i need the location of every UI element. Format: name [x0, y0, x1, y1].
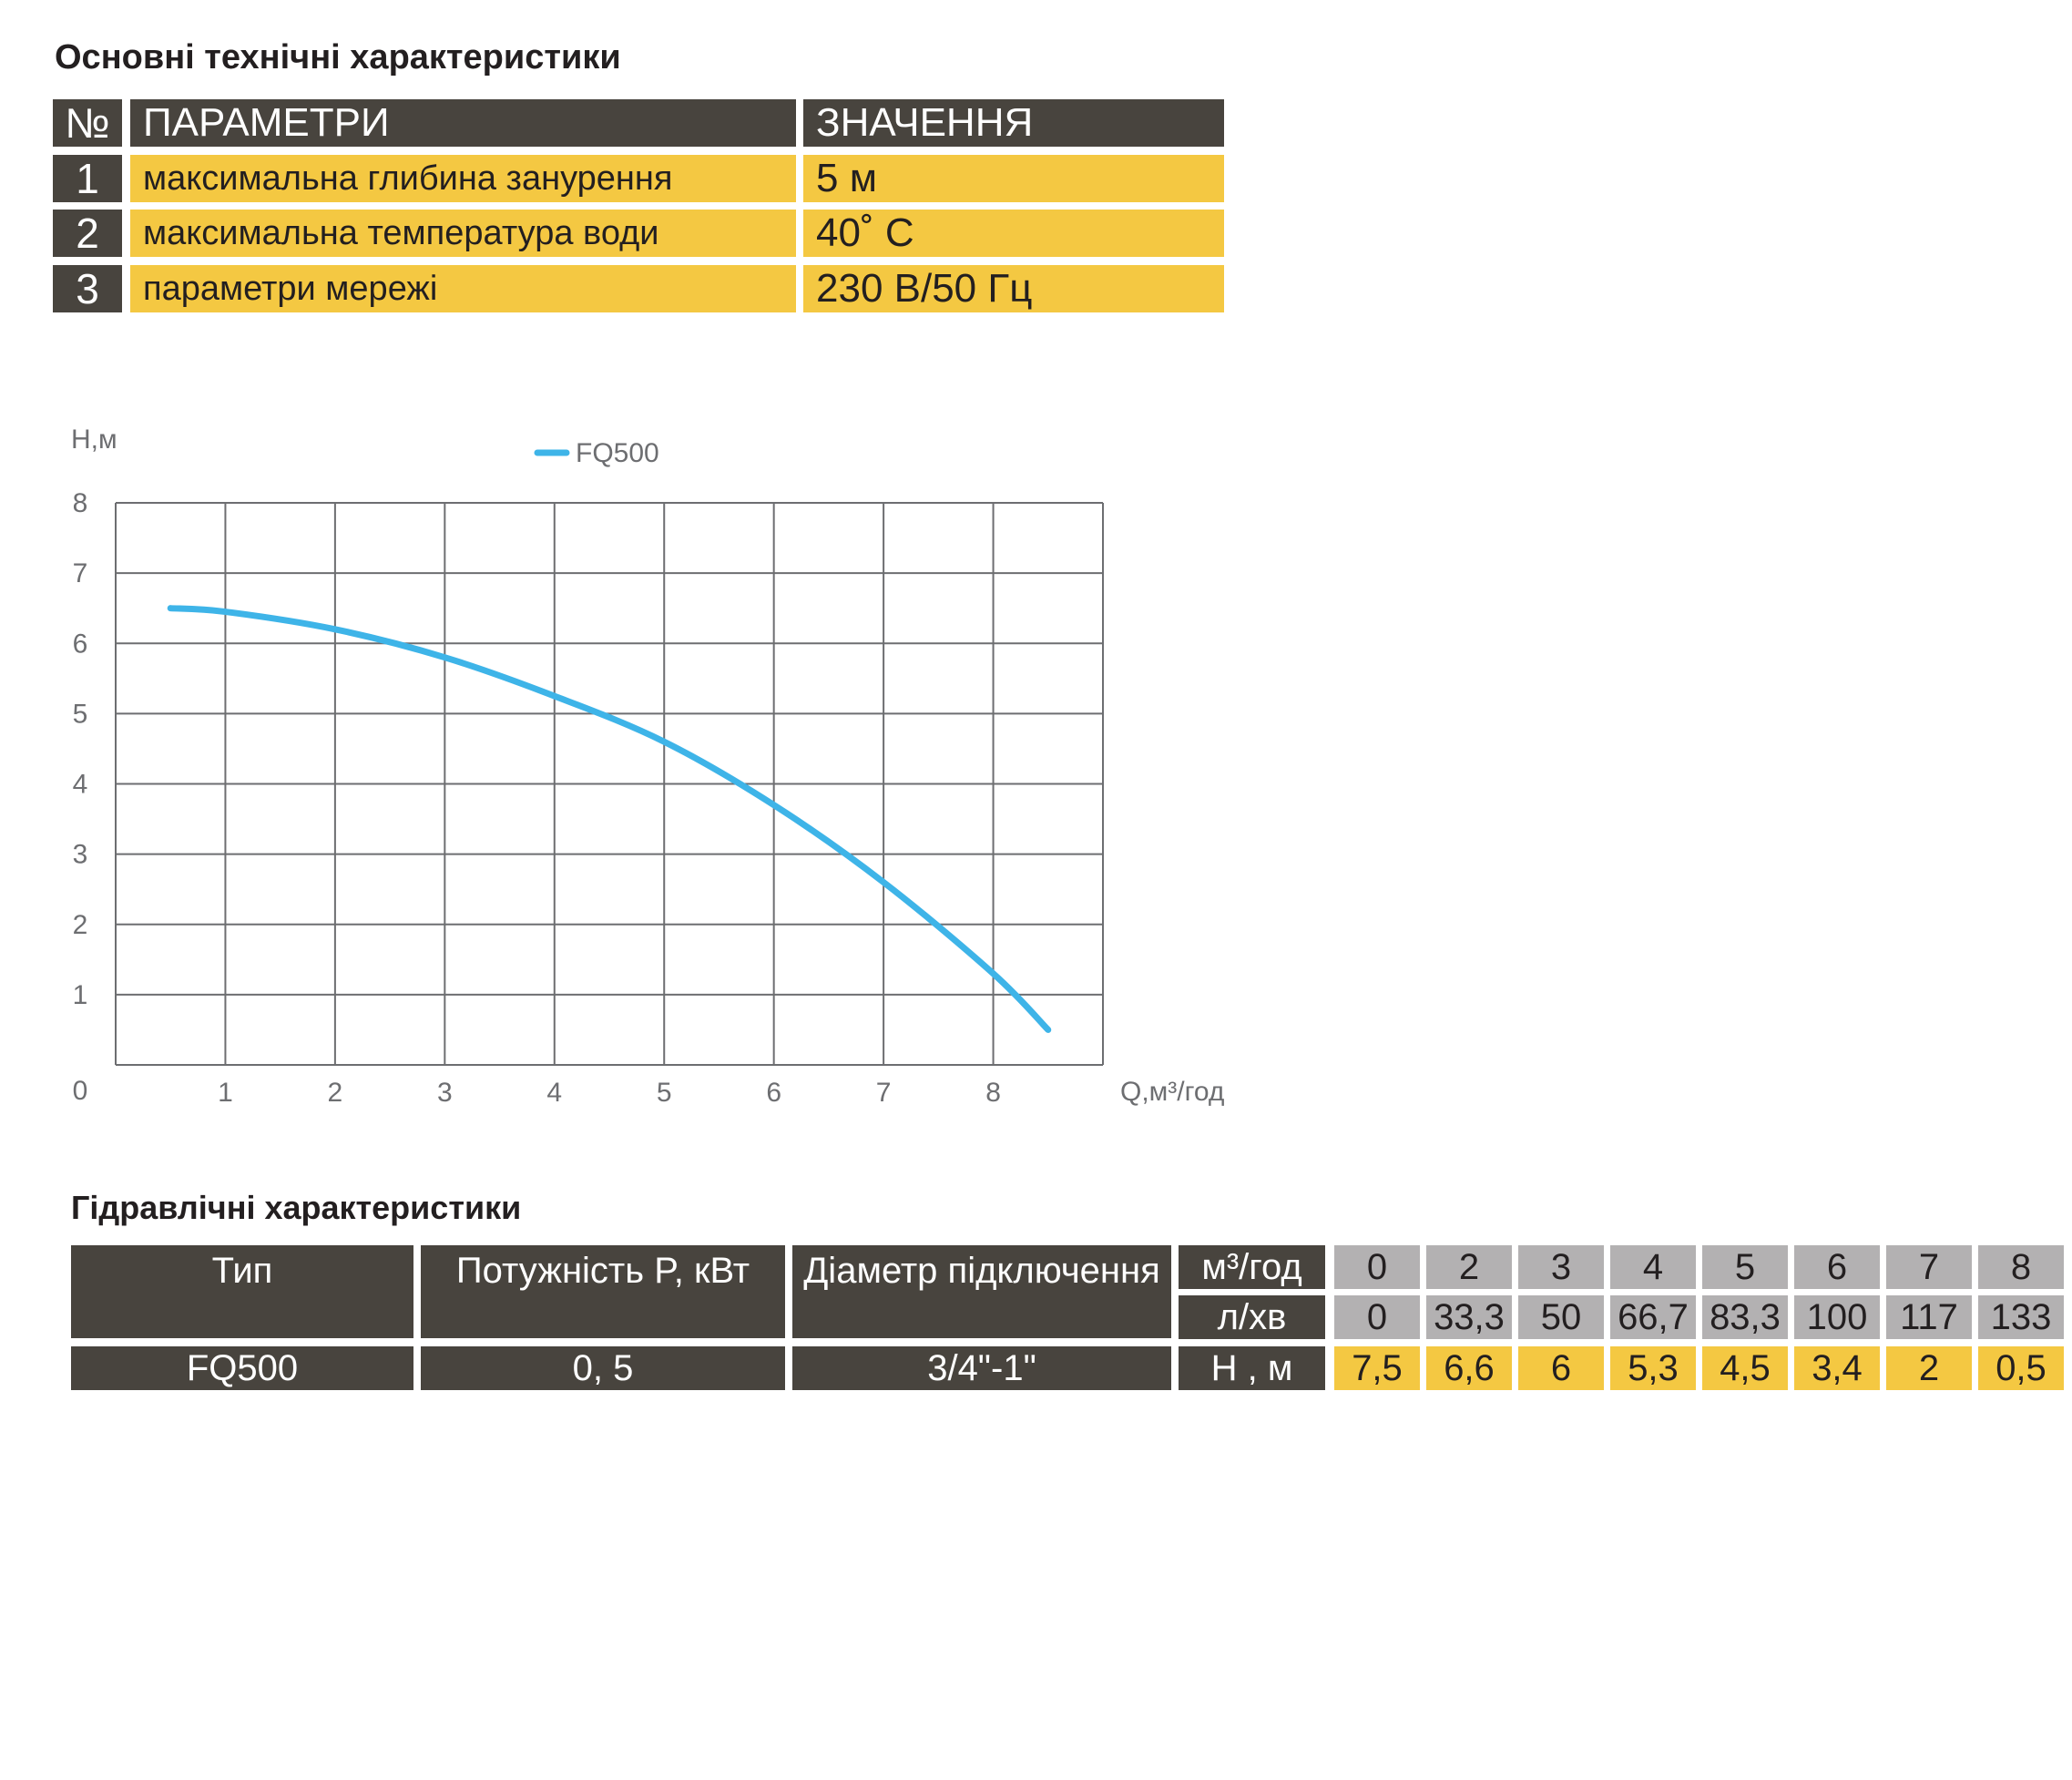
hyd-header-type: Тип	[71, 1245, 413, 1338]
hyd-flow-m3-cell: 5	[1702, 1245, 1788, 1289]
hyd-row-diameter: 3/4"-1"	[792, 1346, 1171, 1390]
hyd-flow-m3-cell: 8	[1978, 1245, 2064, 1289]
y-axis-label: Н,м	[71, 425, 117, 455]
hyd-flow-m3-cell: 6	[1794, 1245, 1880, 1289]
hyd-head-cell: 6	[1518, 1346, 1604, 1390]
y-tick-label: 2	[73, 910, 88, 940]
x-tick-label: 4	[546, 1078, 562, 1108]
spec-row-num: 3	[53, 265, 122, 312]
x-tick-label: 6	[766, 1078, 781, 1108]
hyd-head-cell: 2	[1886, 1346, 1972, 1390]
y-tick-label: 3	[73, 840, 88, 870]
hyd-flow-m3-cell: 4	[1610, 1245, 1696, 1289]
hyd-head-cell: 7,5	[1334, 1346, 1420, 1390]
legend-label: FQ500	[576, 438, 659, 468]
x-axis-label: Q,м³/год	[1120, 1077, 1224, 1107]
spec-row-num: 2	[53, 210, 122, 257]
x-tick-label: 1	[218, 1078, 233, 1108]
chart-grid	[115, 502, 1104, 1066]
y-tick-label: 4	[73, 770, 88, 800]
chart-ticks: 0 1 2 3 4 5 6 7 8 1 2 3 4 5 6 7 8	[73, 488, 1001, 1108]
spec-row-num: 1	[53, 155, 122, 202]
x-tick-label: 3	[437, 1078, 453, 1108]
x-tick-label: 2	[328, 1078, 343, 1108]
y-tick-label: 8	[73, 488, 88, 518]
hyd-head-cell: 0,5	[1978, 1346, 2064, 1390]
hyd-flow-m3-cell: 0	[1334, 1245, 1420, 1289]
hyd-flow-lmin-cell: 0	[1334, 1295, 1420, 1339]
hyd-flow-lmin-cell: 66,7	[1610, 1295, 1696, 1339]
y-tick-label: 5	[73, 699, 88, 729]
spec-header-num: №	[53, 99, 122, 147]
y-tick-label: 6	[73, 629, 88, 659]
spec-row-value: 5 м	[803, 155, 1224, 202]
hyd-flow-m3-cell: 3	[1518, 1245, 1604, 1289]
hyd-head-cell: 6,6	[1426, 1346, 1512, 1390]
hyd-head-cell: 5,3	[1610, 1346, 1696, 1390]
y-tick-label: 1	[73, 980, 88, 1010]
spec-row-param: максимальна температура води	[130, 210, 796, 257]
y-tick-label: 0	[73, 1076, 88, 1106]
spec-header-value: ЗНАЧЕННЯ	[803, 99, 1224, 147]
spec-row-value: 230 В/50 Гц	[803, 265, 1224, 312]
hydraulics-title: Гідравлічні характеристики	[71, 1189, 522, 1226]
hyd-head-cell: 4,5	[1702, 1346, 1788, 1390]
x-tick-label: 7	[876, 1078, 892, 1108]
hyd-header-flow-m3: м³/год	[1179, 1245, 1325, 1289]
hyd-flow-lmin-cell: 117	[1886, 1295, 1972, 1339]
series-line-fq500	[167, 605, 1052, 1033]
spec-row-param: параметри мережі	[130, 265, 796, 312]
hyd-flow-lmin-cell: 33,3	[1426, 1295, 1512, 1339]
hyd-header-flow-lmin: л/хв	[1179, 1295, 1325, 1339]
spec-row-value: 40˚ C	[803, 210, 1224, 257]
specs-title: Основні технічні характеристики	[55, 38, 621, 77]
hyd-row-type: FQ500	[71, 1346, 413, 1390]
hyd-header-diameter: Діаметр підключення	[792, 1245, 1171, 1338]
hyd-flow-lmin-cell: 133	[1978, 1295, 2064, 1339]
hyd-header-head: Н , м	[1179, 1346, 1325, 1390]
spec-row-param: максимальна глибина занурення	[130, 155, 796, 202]
x-tick-label: 8	[985, 1078, 1001, 1108]
spec-header-param: ПАРАМЕТРИ	[130, 99, 796, 147]
y-tick-label: 7	[73, 558, 88, 588]
hyd-flow-lmin-cell: 100	[1794, 1295, 1880, 1339]
hyd-flow-lmin-cell: 50	[1518, 1295, 1604, 1339]
hyd-header-power: Потужність P, кВт	[421, 1245, 785, 1338]
x-tick-label: 5	[657, 1078, 672, 1108]
hyd-flow-lmin-cell: 83,3	[1702, 1295, 1788, 1339]
hyd-flow-m3-cell: 2	[1426, 1245, 1512, 1289]
hyd-flow-m3-cell: 7	[1886, 1245, 1972, 1289]
hyd-row-power: 0, 5	[421, 1346, 785, 1390]
hyd-head-cell: 3,4	[1794, 1346, 1880, 1390]
